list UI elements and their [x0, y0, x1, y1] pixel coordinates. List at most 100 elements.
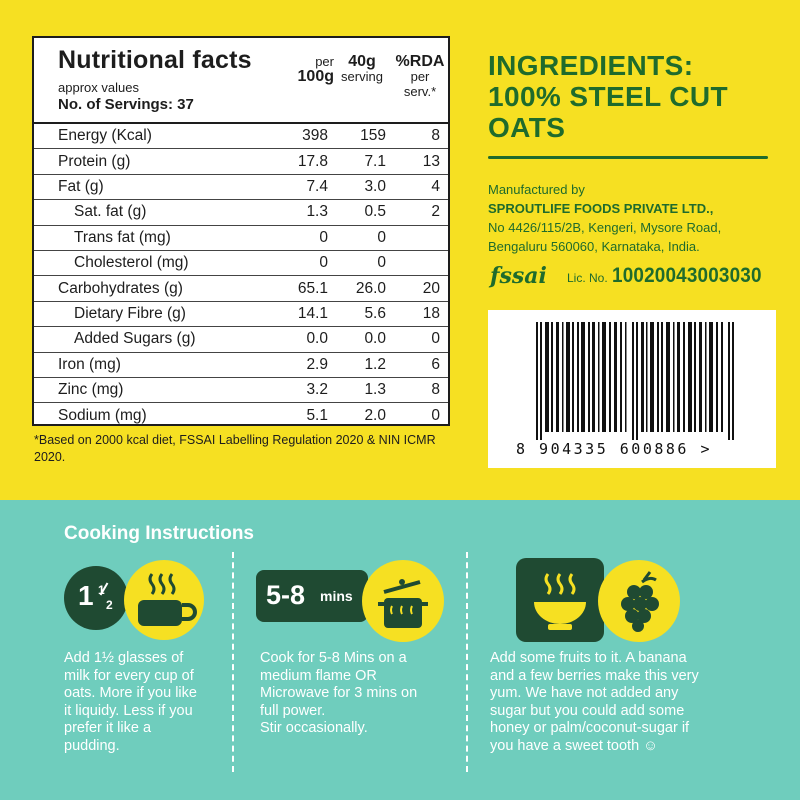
- row-per100: 7.4: [306, 177, 328, 195]
- cooking-title: Cooking Instructions: [64, 523, 254, 544]
- license-number: 10020043003030: [612, 264, 762, 287]
- row-label: Dietary Fibre (g): [74, 304, 186, 322]
- manufacturer-info: Manufactured by SPROUTLIFE FOODS PRIVATE…: [488, 180, 788, 256]
- row-rda: 4: [431, 177, 440, 195]
- row-label: Protein (g): [58, 152, 131, 170]
- row-rda: 8: [431, 127, 440, 145]
- bowl-icon: [516, 558, 604, 642]
- row-serving: 0: [377, 254, 386, 272]
- divider: [232, 552, 234, 772]
- col3-line1: %RDA: [395, 53, 445, 70]
- barcode-number: 8 904335 600886 >: [516, 440, 713, 458]
- col2-line2: serving: [341, 69, 383, 84]
- row-rda: 6: [431, 355, 440, 373]
- step-line: yum. We have not added any: [490, 685, 679, 701]
- time-unit: mins: [320, 588, 353, 604]
- row-label: Cholesterol (mg): [74, 254, 189, 272]
- license-label: Lic. No.: [567, 271, 608, 285]
- time-value: 5-8: [266, 580, 306, 610]
- row-serving: 0.0: [364, 330, 386, 348]
- nutrition-footnote: *Based on 2000 kcal diet, FSSAI Labellin…: [34, 433, 436, 464]
- step-line: oats. More if you like: [64, 685, 197, 701]
- nutrition-row: Iron (mg) 2.9 1.2 6: [34, 353, 448, 378]
- row-per100: 2.9: [306, 355, 328, 373]
- row-rda: 13: [422, 152, 440, 170]
- row-label: Energy (Kcal): [58, 127, 152, 145]
- step-line: medium flame OR: [260, 667, 377, 684]
- step-line: you have a sweet tooth ☺: [490, 737, 658, 754]
- step-line: prefer it like a: [64, 720, 152, 736]
- row-rda: 20: [422, 279, 440, 297]
- manufacturer-address-2: Bengaluru 560060, Karnataka, India.: [488, 239, 700, 254]
- row-serving: 0: [377, 228, 386, 246]
- col-header-rda: %RDA per serv.*: [392, 53, 448, 100]
- cooking-panel: [0, 500, 800, 800]
- step-1-text: Add 1½ glasses of milk for every cup of …: [64, 650, 197, 755]
- row-per100: 17.8: [297, 152, 328, 170]
- row-serving: 2.0: [364, 406, 386, 424]
- step-line: pudding.: [64, 737, 120, 754]
- nutrition-title: Nutritional facts: [58, 46, 252, 74]
- fssai-logo: fssai: [490, 263, 547, 289]
- berry-icon: [598, 560, 680, 642]
- nutrition-row: Protein (g) 17.8 7.1 13: [34, 149, 448, 175]
- row-serving: 5.6: [364, 304, 386, 322]
- row-rda: 2: [431, 203, 440, 221]
- row-serving: 159: [360, 127, 386, 145]
- row-per100: 5.1: [306, 406, 328, 424]
- ingredients-heading: INGREDIENTS: 100% STEEL CUT OATS: [488, 50, 778, 143]
- nutrition-row: Dietary Fibre (g) 14.1 5.6 18: [34, 302, 448, 328]
- row-label: Zinc (mg): [58, 381, 124, 399]
- nutrition-row: Energy (Kcal) 398 159 8: [34, 124, 448, 150]
- nutrition-header: Nutritional facts approx values No. of S…: [34, 38, 448, 124]
- row-rda: 0: [431, 406, 440, 424]
- step-line: Add some fruits to it. A banana: [490, 650, 687, 666]
- ingredients-line3: OATS: [488, 112, 566, 143]
- row-serving: 1.2: [364, 355, 386, 373]
- row-label: Fat (g): [58, 177, 104, 195]
- step-line: it liquidy. Less if you: [64, 702, 193, 719]
- nutrition-row: Cholesterol (mg) 0 0: [34, 251, 448, 277]
- cup-icon: [124, 560, 204, 640]
- manufacturer-address-1: No 4426/115/2B, Kengeri, Mysore Road,: [488, 220, 722, 235]
- step-line: and a few berries make this very: [490, 667, 699, 684]
- servings-count: No. of Servings: 37: [58, 96, 194, 113]
- row-label: Sodium (mg): [58, 406, 147, 424]
- ingredients-line1: INGREDIENTS:: [488, 50, 694, 81]
- nutrition-row: Sodium (mg) 5.1 2.0 0: [34, 403, 448, 428]
- nutrition-rows: Energy (Kcal) 398 159 8 Protein (g) 17.8 7.1 1…: [34, 124, 448, 429]
- barcode-icon: [536, 322, 734, 440]
- col-header-per100: per 100g: [282, 54, 334, 85]
- step-line: Add 1½ glasses of: [64, 650, 184, 666]
- half-glass-badge: 1 1 2: [64, 566, 128, 630]
- step-3-text: Add some fruits to it. A banana and a fe…: [490, 650, 699, 755]
- time-badge: 5-8 mins: [256, 570, 368, 622]
- row-per100: 1.3: [306, 203, 328, 221]
- row-label: Sat. fat (g): [74, 203, 147, 221]
- col3-line3: serv.*: [403, 84, 437, 99]
- row-serving: 26.0: [355, 279, 386, 297]
- badge-denominator: 2: [106, 598, 113, 612]
- nutrition-row: Fat (g) 7.4 3.0 4: [34, 175, 448, 201]
- row-per100: 0: [319, 228, 328, 246]
- nutrition-row: Zinc (mg) 3.2 1.3 8: [34, 378, 448, 404]
- ingredients-line2: 100% STEEL CUT: [488, 81, 729, 112]
- barcode: 8 904335 600886 >: [488, 310, 776, 468]
- divider: [488, 156, 768, 159]
- row-rda: 8: [431, 381, 440, 399]
- row-rda: 18: [422, 304, 440, 322]
- manufacturer-name: SPROUTLIFE FOODS PRIVATE LTD.,: [488, 201, 714, 216]
- row-per100: 65.1: [297, 279, 328, 297]
- row-serving: 3.0: [364, 177, 386, 195]
- col3-line2: per: [410, 69, 430, 84]
- row-rda: 0: [431, 330, 440, 348]
- step-2-text: Cook for 5-8 Mins on a medium flame OR M…: [260, 650, 417, 738]
- row-per100: 0: [319, 254, 328, 272]
- row-label: Added Sugars (g): [74, 330, 196, 348]
- step-line: full power.: [260, 702, 326, 719]
- row-per100: 14.1: [297, 304, 328, 322]
- row-serving: 7.1: [364, 152, 386, 170]
- row-serving: 1.3: [364, 381, 386, 399]
- row-per100: 398: [302, 127, 328, 145]
- step-line: sugar but you could add some: [490, 702, 685, 719]
